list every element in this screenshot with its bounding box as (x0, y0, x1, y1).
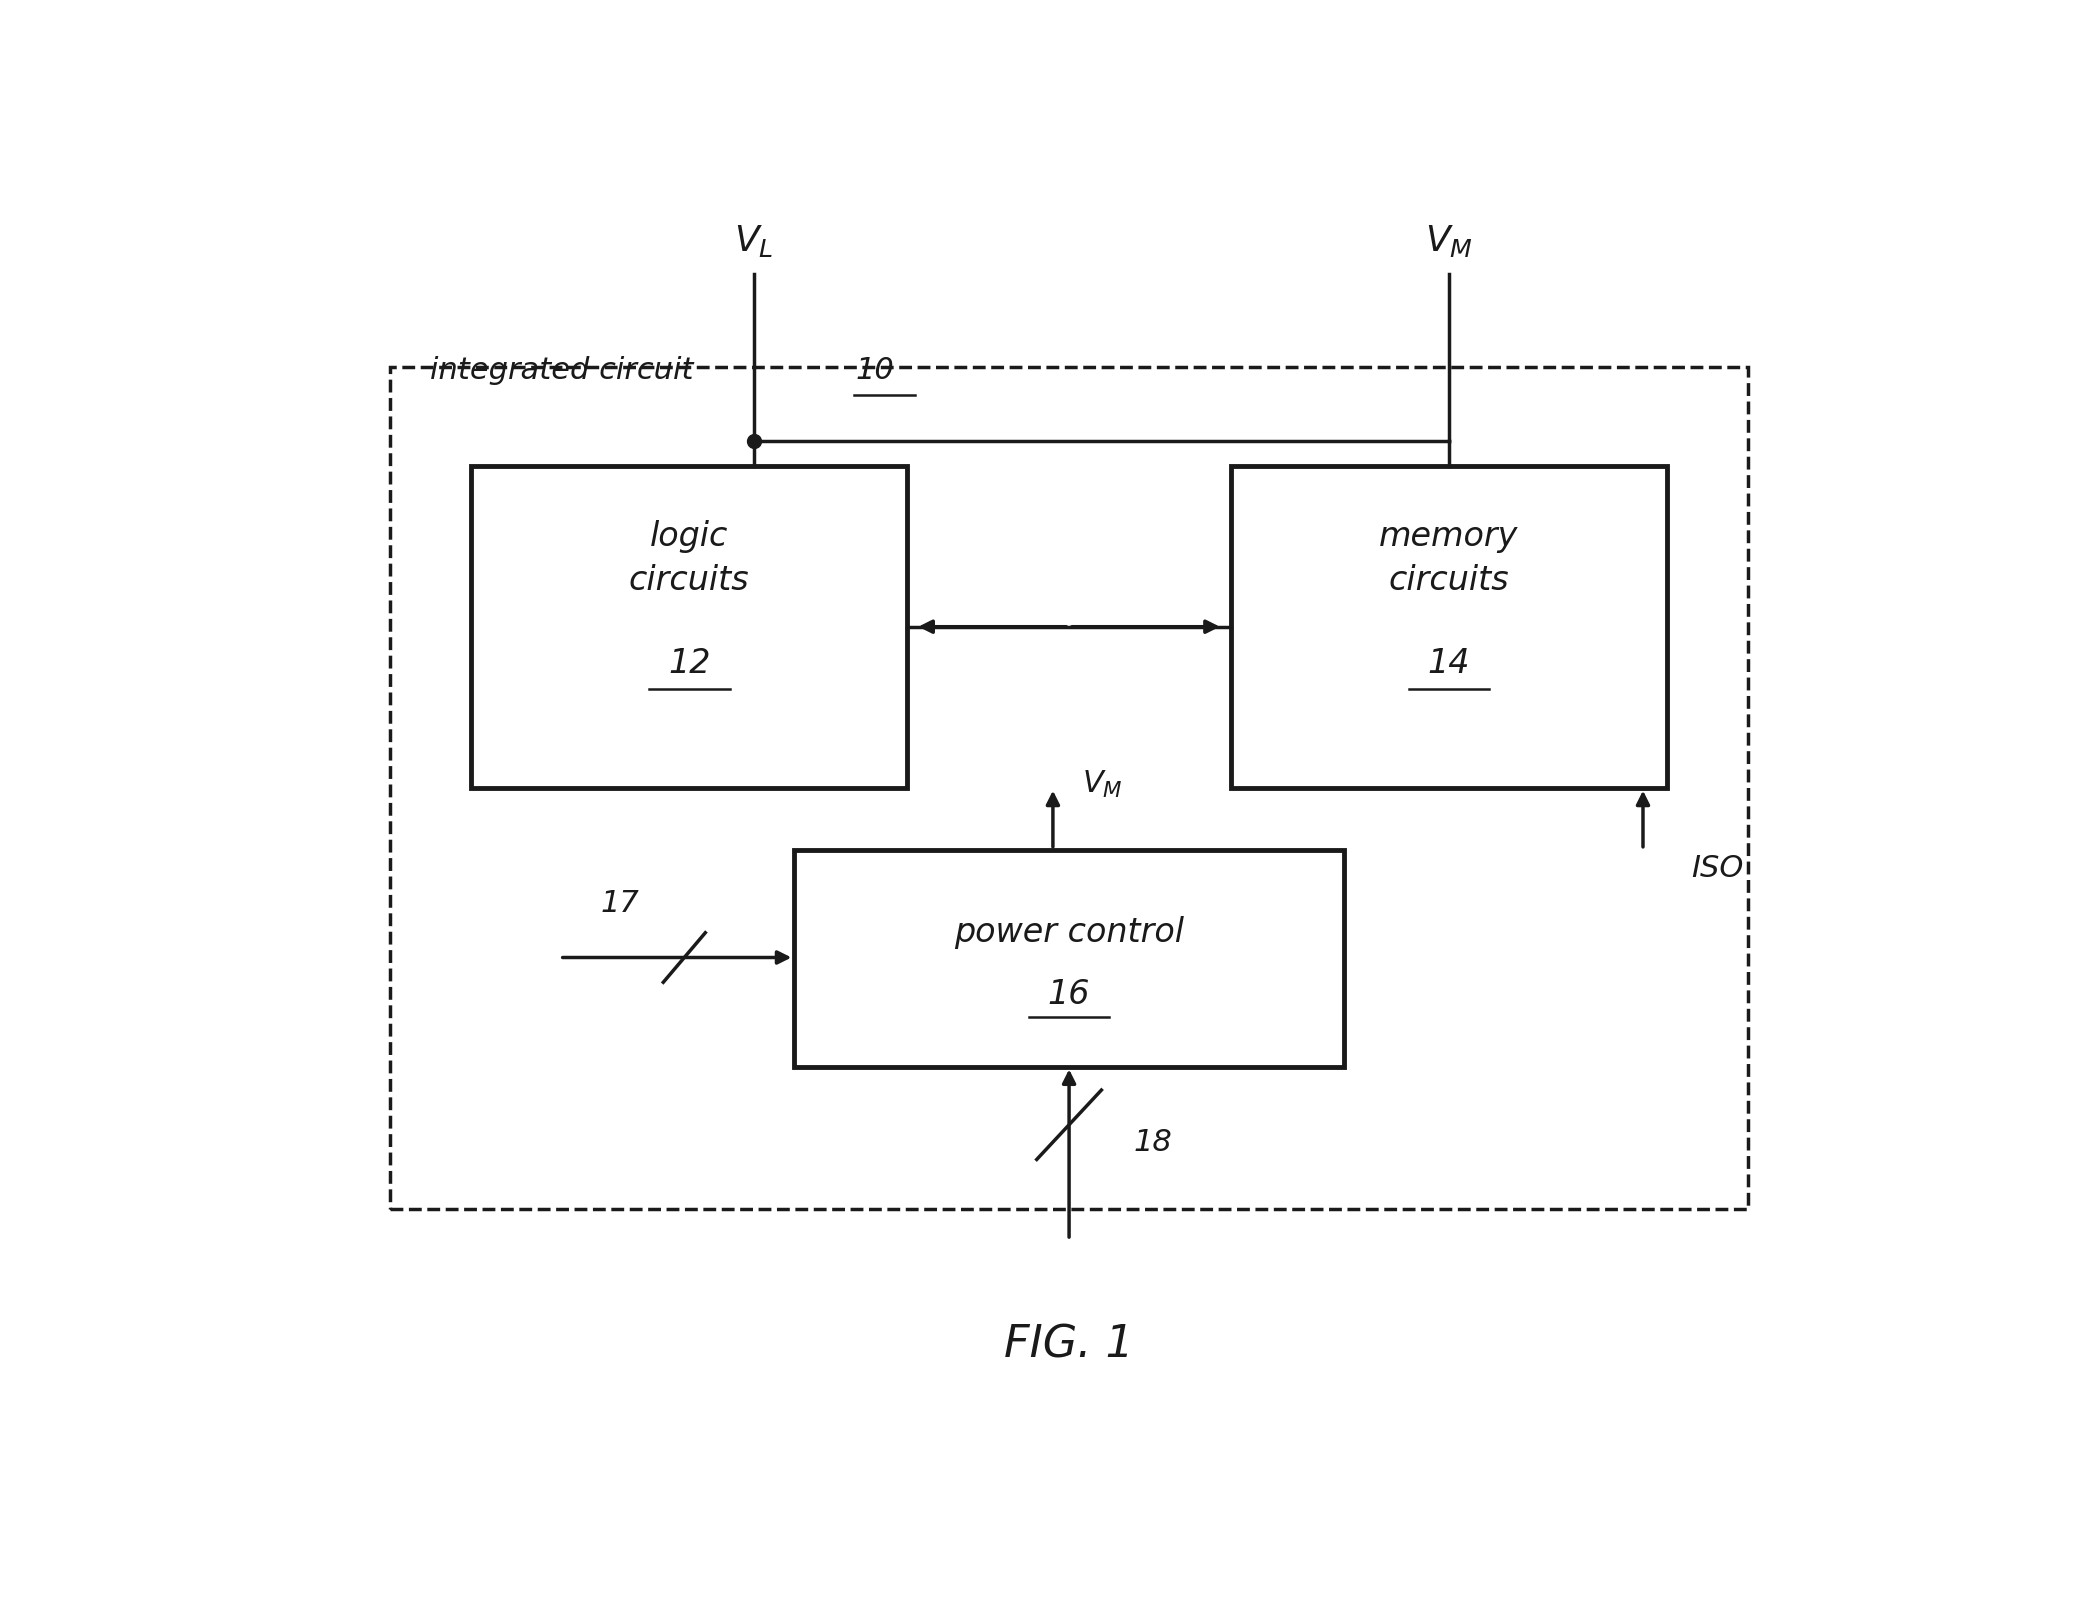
Text: 16: 16 (1047, 978, 1091, 1010)
Text: memory
circuits: memory circuits (1379, 520, 1519, 597)
Text: 10: 10 (855, 356, 895, 385)
Text: 17: 17 (601, 888, 638, 917)
Text: FIG. 1: FIG. 1 (1003, 1324, 1135, 1366)
Text: $V_M$: $V_M$ (1083, 769, 1122, 800)
Text: integrated circuit: integrated circuit (430, 356, 695, 385)
Text: ISO: ISO (1692, 854, 1744, 883)
Text: $V_M$: $V_M$ (1425, 222, 1473, 259)
FancyBboxPatch shape (471, 465, 907, 788)
Text: 18: 18 (1135, 1128, 1172, 1157)
FancyBboxPatch shape (795, 850, 1343, 1067)
Text: 14: 14 (1427, 647, 1471, 681)
Text: 12: 12 (668, 647, 711, 681)
Text: power control: power control (953, 916, 1185, 949)
FancyBboxPatch shape (1231, 465, 1667, 788)
Text: logic
circuits: logic circuits (628, 520, 749, 597)
Text: $V_L$: $V_L$ (734, 222, 774, 259)
